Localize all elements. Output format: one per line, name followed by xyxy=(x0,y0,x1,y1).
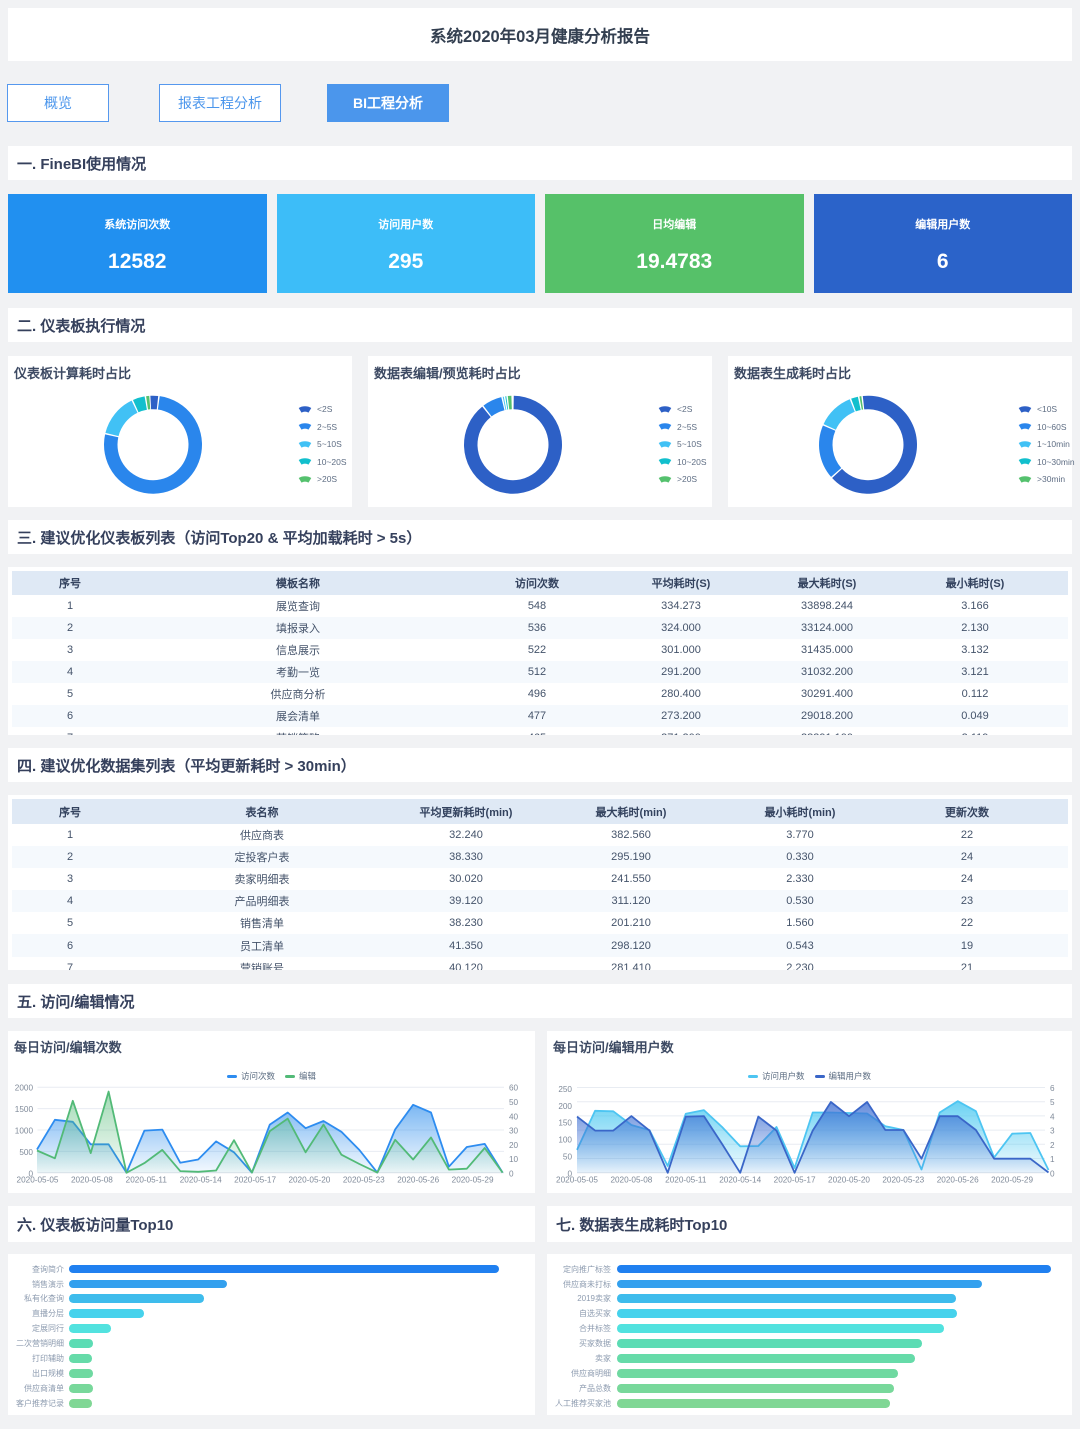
svg-text:0: 0 xyxy=(1050,1169,1055,1178)
svg-text:5: 5 xyxy=(1050,1098,1055,1107)
svg-text:10: 10 xyxy=(509,1155,519,1164)
svg-text:2020-05-20: 2020-05-20 xyxy=(828,1176,870,1185)
svg-text:40: 40 xyxy=(509,1112,519,1121)
svg-text:2020-05-26: 2020-05-26 xyxy=(937,1176,979,1185)
svg-text:2020-05-05: 2020-05-05 xyxy=(556,1176,598,1185)
svg-text:200: 200 xyxy=(558,1102,572,1111)
svg-text:100: 100 xyxy=(558,1136,572,1145)
svg-text:2020-05-05: 2020-05-05 xyxy=(17,1176,59,1185)
svg-text:2020-05-29: 2020-05-29 xyxy=(991,1176,1033,1185)
svg-text:2020-05-11: 2020-05-11 xyxy=(665,1176,707,1185)
svg-text:2020-05-20: 2020-05-20 xyxy=(288,1176,330,1185)
svg-text:2020-05-14: 2020-05-14 xyxy=(719,1176,761,1185)
svg-text:0: 0 xyxy=(567,1169,572,1178)
svg-text:1: 1 xyxy=(1050,1155,1055,1164)
svg-text:60: 60 xyxy=(509,1084,519,1093)
svg-text:2020-05-29: 2020-05-29 xyxy=(452,1176,494,1185)
svg-text:30: 30 xyxy=(509,1127,519,1136)
svg-text:2: 2 xyxy=(1050,1141,1055,1150)
svg-text:2020-05-17: 2020-05-17 xyxy=(234,1176,276,1185)
svg-text:2020-05-17: 2020-05-17 xyxy=(774,1176,816,1185)
svg-text:20: 20 xyxy=(509,1141,519,1150)
svg-text:3: 3 xyxy=(1050,1127,1055,1136)
svg-text:4: 4 xyxy=(1050,1112,1055,1121)
svg-text:0: 0 xyxy=(509,1169,514,1178)
svg-text:1500: 1500 xyxy=(15,1105,34,1114)
svg-text:2020-05-08: 2020-05-08 xyxy=(71,1176,113,1185)
svg-text:6: 6 xyxy=(1050,1084,1055,1093)
svg-text:1000: 1000 xyxy=(15,1127,34,1136)
svg-text:0: 0 xyxy=(28,1169,33,1178)
svg-text:500: 500 xyxy=(19,1148,33,1157)
svg-text:250: 250 xyxy=(558,1085,572,1094)
svg-text:2020-05-26: 2020-05-26 xyxy=(397,1176,439,1185)
svg-text:2000: 2000 xyxy=(15,1084,34,1093)
svg-text:2020-05-23: 2020-05-23 xyxy=(882,1176,924,1185)
svg-text:2020-05-11: 2020-05-11 xyxy=(126,1176,168,1185)
svg-text:150: 150 xyxy=(558,1119,572,1128)
svg-text:2020-05-23: 2020-05-23 xyxy=(343,1176,385,1185)
svg-text:50: 50 xyxy=(563,1153,573,1162)
svg-text:2020-05-14: 2020-05-14 xyxy=(180,1176,222,1185)
svg-text:2020-05-08: 2020-05-08 xyxy=(610,1176,652,1185)
svg-text:50: 50 xyxy=(509,1098,519,1107)
